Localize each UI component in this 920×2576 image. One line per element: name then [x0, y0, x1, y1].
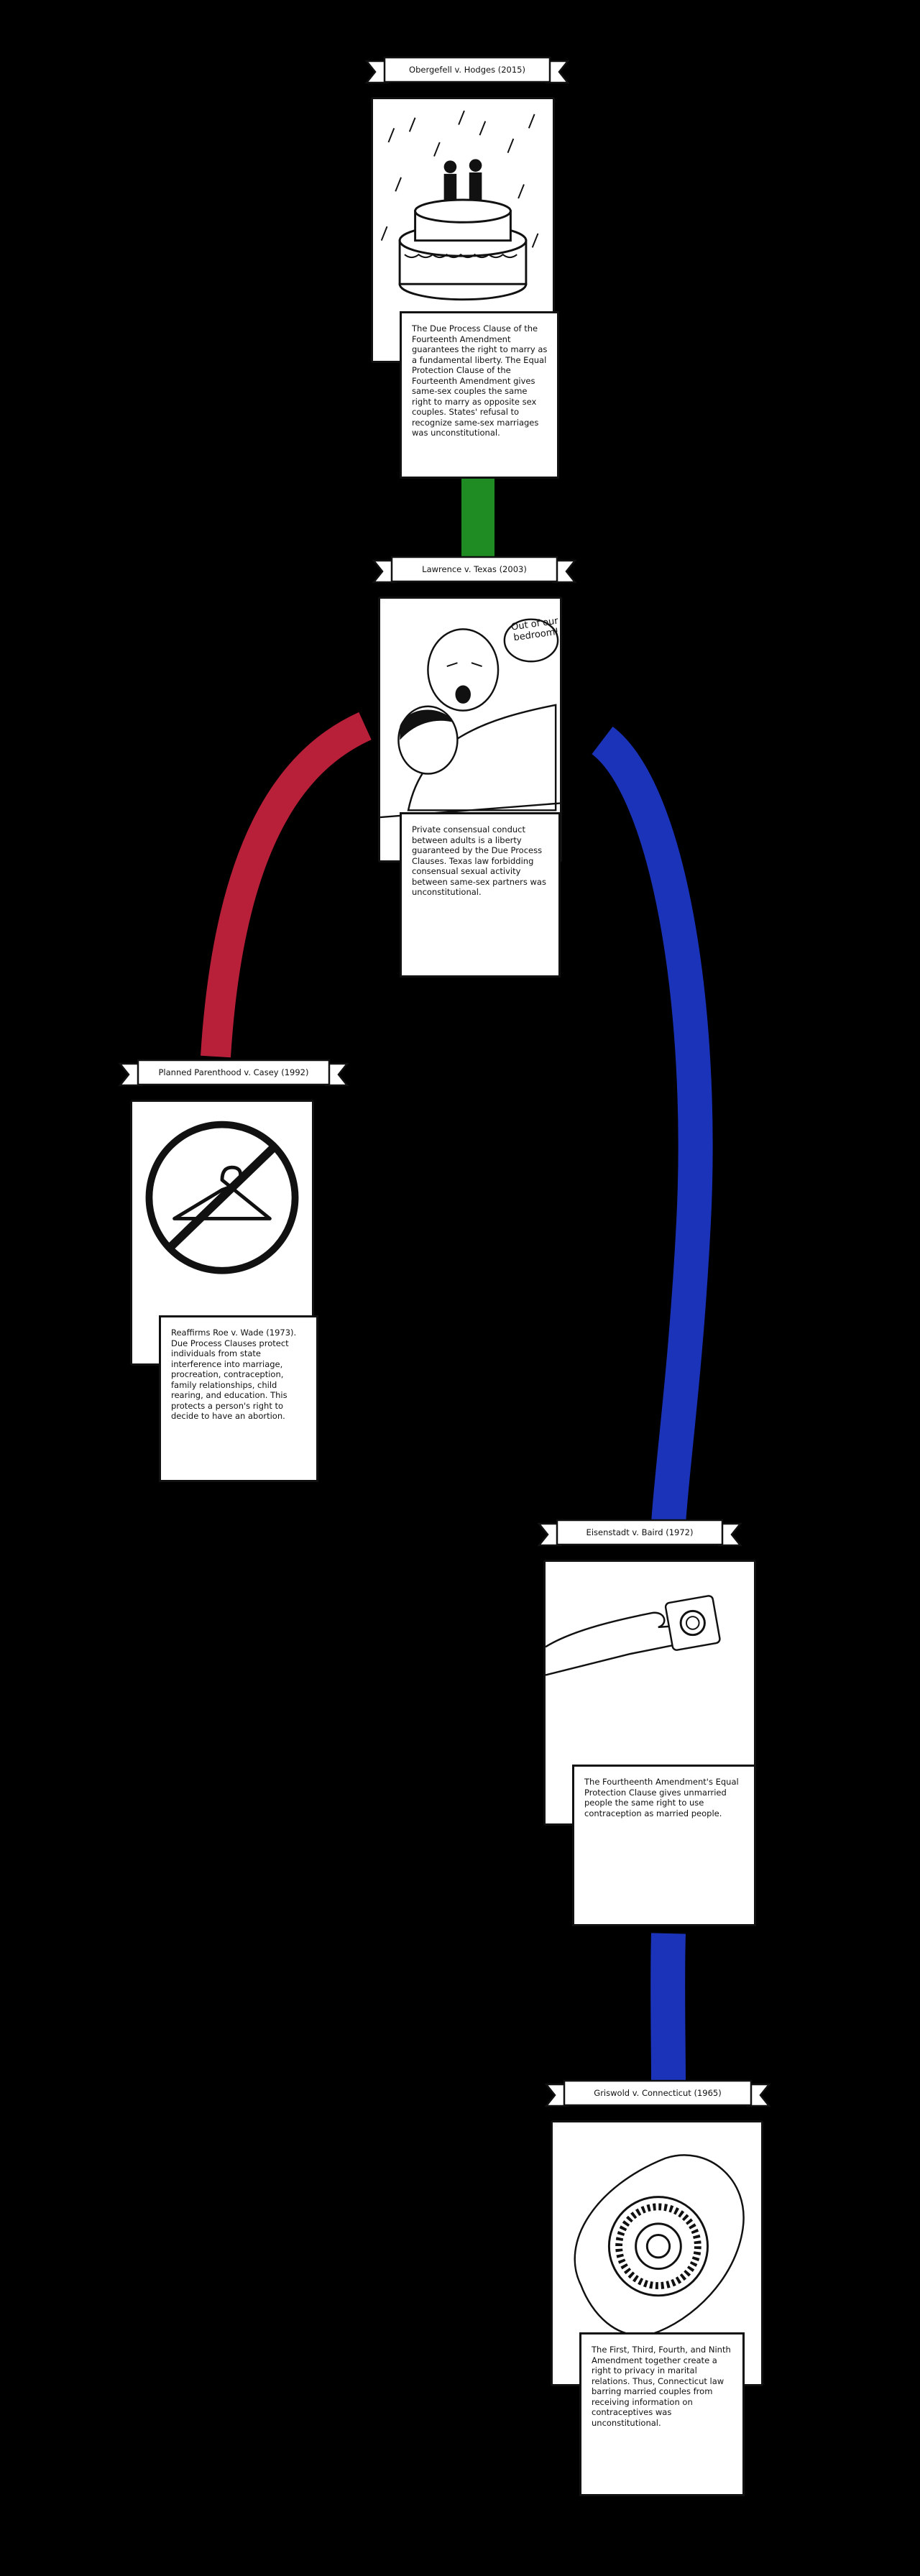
wedding-cake-icon [380, 110, 539, 301]
case-panel [371, 97, 555, 363]
case-card-eisenstadt: The Fourtheenth Amendment's Equal Protec… [532, 1517, 783, 1948]
case-title: Lawrence v. Texas (2003) [422, 564, 527, 574]
case-card-lawrence: Out of our bedroom! Private consensual c… [367, 553, 618, 985]
case-title-banner: Eisenstadt v. Baird (1972) [532, 1517, 748, 1552]
case-title: Planned Parenthood v. Casey (1992) [158, 1067, 309, 1077]
no-hanger-icon [145, 1121, 299, 1274]
case-title: Obergefell v. Hodges (2015) [409, 65, 525, 75]
case-title-banner: Griswold v. Connecticut (1965) [539, 2077, 776, 2113]
case-description: Reaffirms Roe v. Wade (1973). Due Proces… [159, 1315, 318, 1482]
case-title: Eisenstadt v. Baird (1972) [586, 1527, 694, 1537]
case-card-griswold: The First, Third, Fourth, and Ninth Amen… [539, 2077, 791, 2508]
case-description: The Fourtheenth Amendment's Equal Protec… [572, 1765, 756, 1926]
hand-condom-icon [546, 1595, 721, 1676]
case-description: Private consensual conduct between adult… [400, 812, 561, 978]
case-card-obergefell: The Due Process Clause of the Fourteenth… [359, 54, 611, 485]
case-title-banner: Planned Parenthood v. Casey (1992) [113, 1057, 354, 1092]
case-title-banner: Obergefell v. Hodges (2015) [359, 54, 575, 90]
case-title: Griswold v. Connecticut (1965) [594, 2088, 722, 2098]
case-description: The First, Third, Fourth, and Ninth Amen… [579, 2332, 745, 2496]
hand-pill-case-icon [574, 2154, 745, 2337]
case-description: The Due Process Clause of the Fourteenth… [400, 311, 559, 479]
couple-in-bed-icon [380, 618, 560, 819]
connector-blue-upper [591, 726, 713, 1525]
connector-red [201, 712, 372, 1058]
case-title-banner: Lawrence v. Texas (2003) [367, 553, 582, 589]
case-card-casey: Reaffirms Roe v. Wade (1973). Due Proces… [118, 1057, 370, 1488]
